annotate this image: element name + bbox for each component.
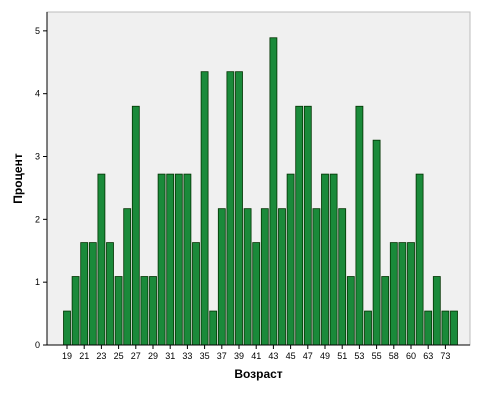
x-tick-label: 45 xyxy=(286,351,296,361)
bar-age-53 xyxy=(355,105,364,346)
bar-age-27 xyxy=(131,105,140,346)
x-tick-label: 41 xyxy=(251,351,261,361)
y-tick-label: 1 xyxy=(35,277,40,287)
bar-age-43 xyxy=(269,37,278,346)
y-tick-label: 0 xyxy=(35,340,40,350)
x-tick-label: 27 xyxy=(131,351,141,361)
bar-age-59 xyxy=(398,242,407,346)
x-tick-label: 55 xyxy=(372,351,382,361)
bar-age-61 xyxy=(415,173,424,346)
x-tick-label: 37 xyxy=(217,351,227,361)
bar-age-30 xyxy=(157,173,166,346)
y-tick-label: 3 xyxy=(35,152,40,162)
bar-age-32 xyxy=(174,173,183,346)
bar-age-58 xyxy=(389,242,398,346)
bar-age-39 xyxy=(235,71,243,346)
bar-age-28 xyxy=(140,276,149,346)
bar-age-50 xyxy=(329,173,338,346)
bar-age-35 xyxy=(200,71,209,346)
bar-age-37 xyxy=(217,208,226,346)
x-tick-label: 23 xyxy=(96,351,106,361)
x-tick-label: 33 xyxy=(182,351,192,361)
bar-age-56 xyxy=(381,276,390,346)
x-tick-label: 49 xyxy=(320,351,330,361)
x-tick-label: 21 xyxy=(79,351,89,361)
bar-age-73 xyxy=(441,310,450,346)
x-tick-label: 73 xyxy=(440,351,450,361)
bar-age-45 xyxy=(286,173,295,346)
bar-age-74 xyxy=(450,310,458,346)
bar-age-64 xyxy=(432,276,441,346)
y-axis-title: Процент xyxy=(11,153,25,204)
bar-age-33 xyxy=(183,173,192,346)
bar-age-38 xyxy=(226,71,235,346)
bar-age-21 xyxy=(80,242,89,346)
bar-age-29 xyxy=(149,276,157,346)
bar-age-42 xyxy=(260,208,269,346)
bar-age-24 xyxy=(106,242,114,346)
x-tick-label: 63 xyxy=(423,351,433,361)
bar-age-26 xyxy=(123,208,132,346)
bar-age-47 xyxy=(303,105,312,346)
bar-age-51 xyxy=(338,208,347,346)
x-tick-label: 60 xyxy=(406,351,416,361)
x-tick-label: 35 xyxy=(200,351,210,361)
x-tick-label: 53 xyxy=(354,351,364,361)
y-tick-label: 4 xyxy=(35,89,40,99)
bars-group xyxy=(63,37,458,346)
x-tick-label: 47 xyxy=(303,351,313,361)
bar-age-63 xyxy=(424,310,433,346)
bar-age-48 xyxy=(312,208,321,346)
bar-age-19 xyxy=(63,310,71,346)
bar-age-40 xyxy=(243,208,252,346)
x-axis-title: Возраст xyxy=(234,367,282,381)
x-tick-label: 31 xyxy=(165,351,175,361)
x-axis: 19 21 23 25 27 29 31 33 35 37 39 41 43 45 47 49 51 53 55 58… xyxy=(47,344,470,361)
y-axis: 0 1 2 3 4 5 xyxy=(35,12,48,350)
bar-age-25 xyxy=(114,276,123,346)
bar-age-46 xyxy=(295,105,304,346)
bar-age-22 xyxy=(88,242,97,346)
bar-age-20 xyxy=(71,276,80,346)
x-tick-label: 58 xyxy=(389,351,399,361)
bar-age-55 xyxy=(372,139,381,346)
bar-age-54 xyxy=(364,310,372,346)
bar-age-44 xyxy=(278,208,286,346)
bar-age-23 xyxy=(97,173,106,346)
x-tick-label: 19 xyxy=(62,351,72,361)
bar-age-31 xyxy=(166,173,175,346)
x-tick-label: 25 xyxy=(114,351,124,361)
x-tick-label: 43 xyxy=(268,351,278,361)
x-tick-label: 29 xyxy=(148,351,158,361)
bar-age-41 xyxy=(252,242,261,346)
y-tick-label: 2 xyxy=(35,214,40,224)
bar-age-34 xyxy=(192,242,200,346)
bar-age-36 xyxy=(209,310,218,346)
x-tick-label: 39 xyxy=(234,351,244,361)
x-tick-label: 51 xyxy=(337,351,347,361)
bar-age-60 xyxy=(407,242,415,346)
bar-age-52 xyxy=(346,276,355,346)
y-tick-label: 5 xyxy=(35,26,40,36)
bar-age-49 xyxy=(321,173,329,346)
